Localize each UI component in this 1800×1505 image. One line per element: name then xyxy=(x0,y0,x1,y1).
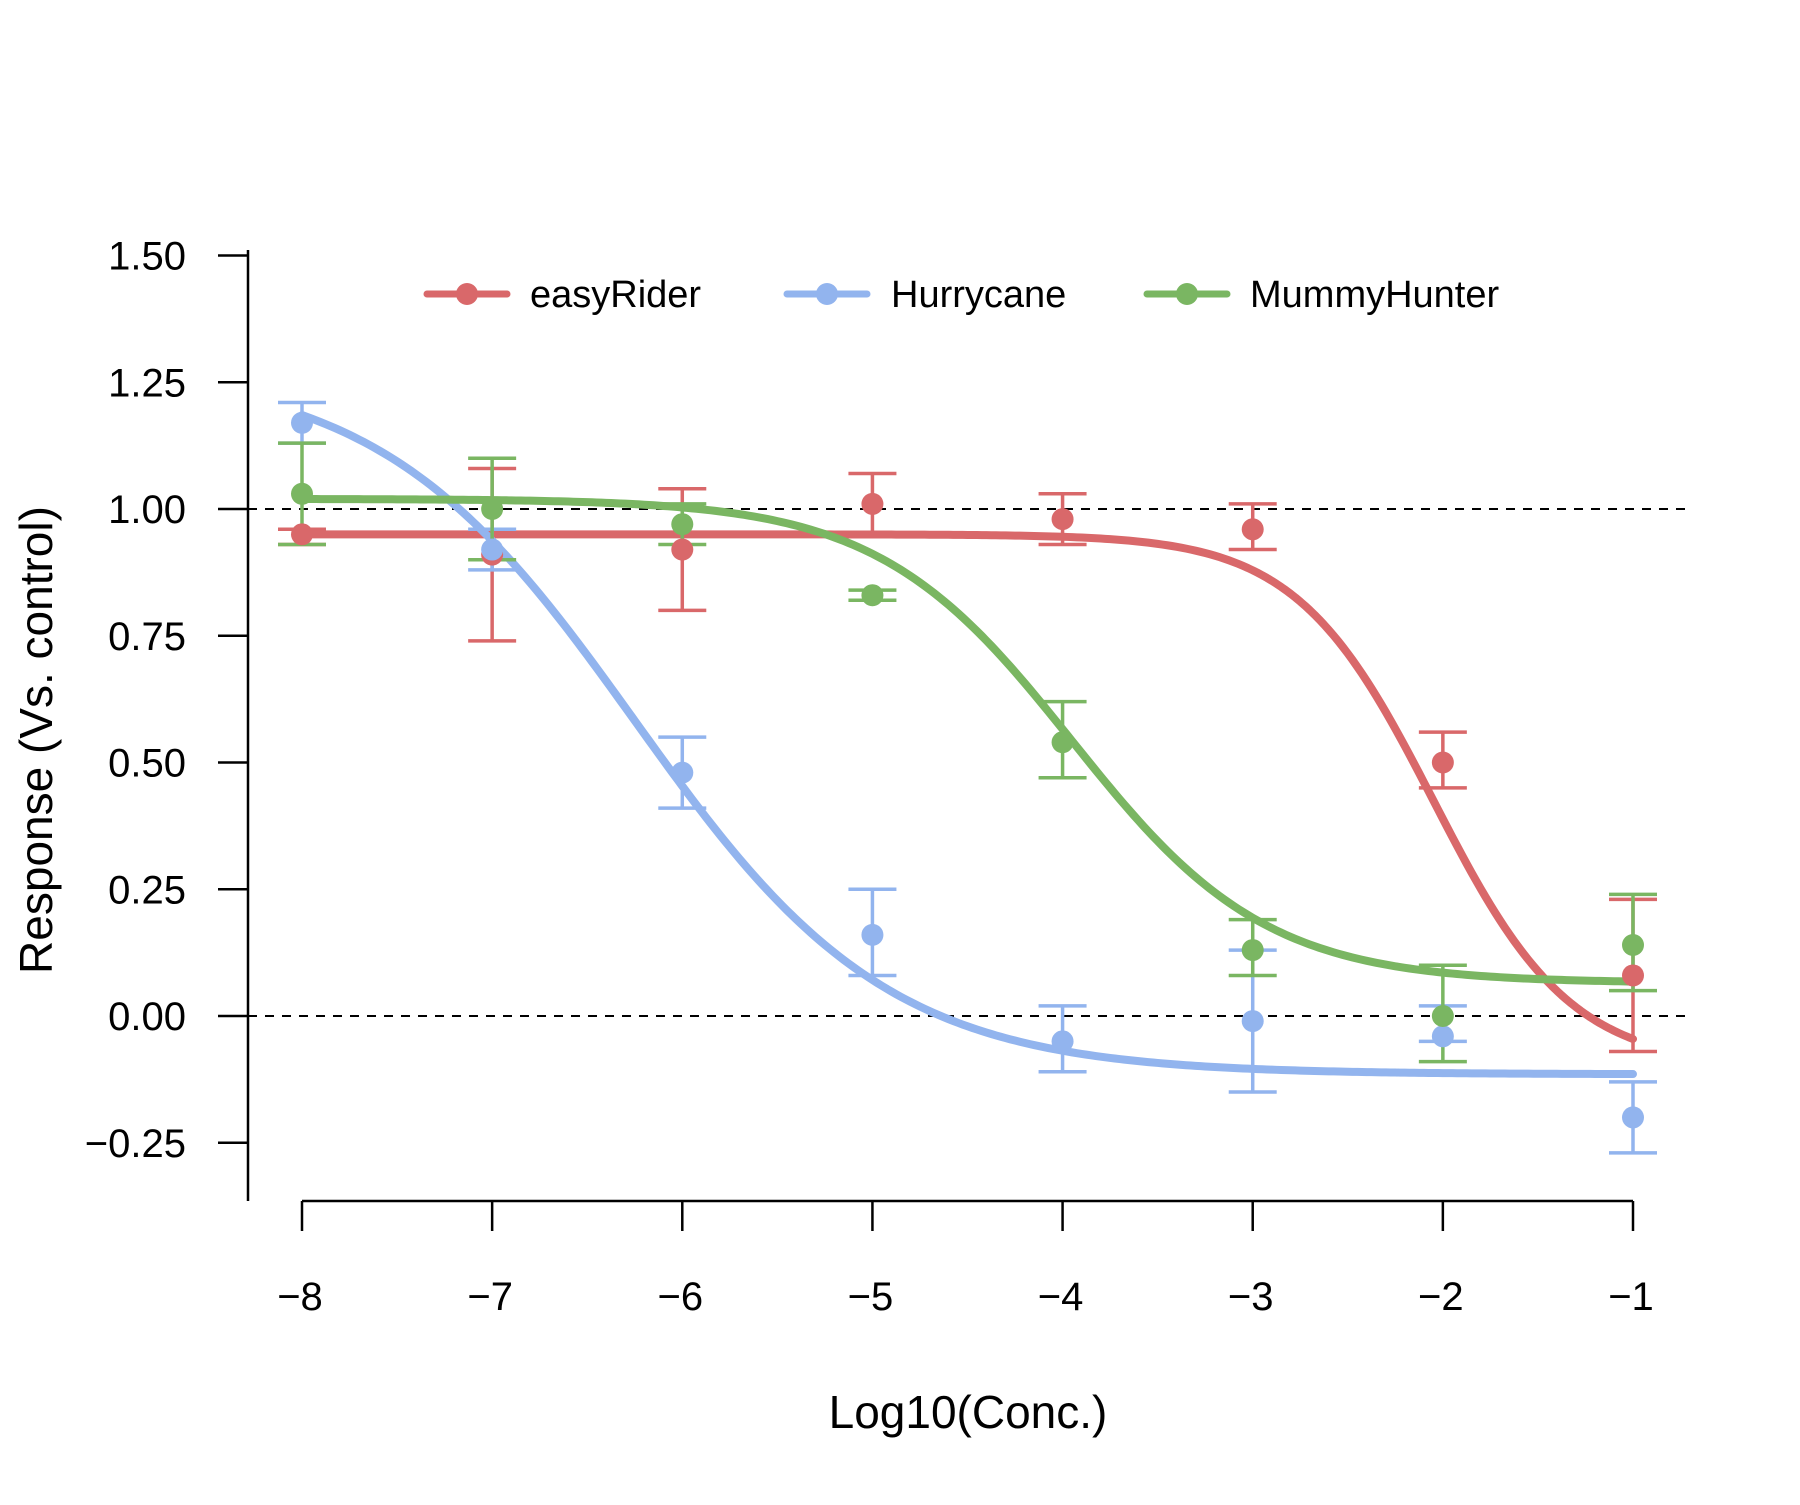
data-point xyxy=(1241,939,1264,962)
y-tick-label: 0.50 xyxy=(108,742,186,786)
data-point xyxy=(861,584,884,607)
data-point xyxy=(481,498,504,520)
data-point xyxy=(1051,731,1074,754)
data-point xyxy=(291,523,313,546)
legend-item: easyRider xyxy=(423,274,701,316)
x-tick-label: −5 xyxy=(848,1275,894,1319)
data-point xyxy=(861,492,884,515)
x-tick-label: −1 xyxy=(1608,1275,1654,1319)
data-point xyxy=(671,513,694,536)
data-point xyxy=(1241,1010,1264,1033)
axes: −0.25 0.00 0.25 0.50 0.75 1.00 1.25 1.50 −8 −7 −6 −… xyxy=(85,235,1654,1320)
fit-curve xyxy=(298,530,1637,1043)
legend-item: MummyHunter xyxy=(1143,274,1499,316)
legend: easyRider Hurrycane MummyHunter xyxy=(423,274,1499,316)
legend-marker xyxy=(1176,283,1198,305)
legend-label: Hurrycane xyxy=(891,274,1066,316)
x-axis-title: Log10(Conc.) xyxy=(829,1386,1108,1438)
data-point xyxy=(1431,1025,1454,1048)
data-point xyxy=(1622,964,1644,987)
y-tick-label: 0.25 xyxy=(108,868,186,912)
data-point xyxy=(1241,518,1264,541)
data-point xyxy=(481,538,504,561)
fit-curve xyxy=(298,411,1637,1079)
data-point xyxy=(1431,1005,1454,1027)
data-point xyxy=(291,482,313,505)
data-point xyxy=(1622,934,1644,957)
y-axis-title: Response (Vs. control) xyxy=(10,506,62,974)
fit-curves xyxy=(298,411,1637,1079)
x-tick-label: −2 xyxy=(1418,1275,1464,1319)
data-point xyxy=(671,538,694,561)
x-tick-label: −4 xyxy=(1038,1275,1084,1319)
legend-label: easyRider xyxy=(530,274,701,316)
y-tick-label: 1.00 xyxy=(108,488,186,532)
data-point xyxy=(291,411,313,434)
legend-marker xyxy=(456,283,478,305)
x-tick-label: −6 xyxy=(657,1275,703,1319)
data-point xyxy=(861,923,884,946)
legend-item: Hurrycane xyxy=(783,274,1066,316)
error-bars xyxy=(278,400,1657,1155)
x-tick-label: −3 xyxy=(1228,1275,1274,1319)
y-tick-label: −0.25 xyxy=(85,1122,186,1166)
data-point xyxy=(1622,1106,1644,1129)
fit-curve xyxy=(298,495,1637,986)
y-tick-label: 1.25 xyxy=(108,361,186,405)
data-point xyxy=(1431,751,1454,774)
legend-label: MummyHunter xyxy=(1250,274,1499,316)
data-points xyxy=(291,411,1644,1129)
y-tick-label: 1.50 xyxy=(108,235,186,279)
data-point xyxy=(1051,1030,1074,1053)
reference-lines xyxy=(248,508,1690,1017)
data-point xyxy=(1051,508,1074,531)
x-tick-label: −8 xyxy=(277,1275,323,1319)
legend-marker xyxy=(816,283,838,305)
x-tick-label: −7 xyxy=(467,1275,513,1319)
data-point xyxy=(671,761,694,784)
y-tick-label: 0.00 xyxy=(108,995,186,1039)
y-tick-label: 0.75 xyxy=(108,615,186,659)
